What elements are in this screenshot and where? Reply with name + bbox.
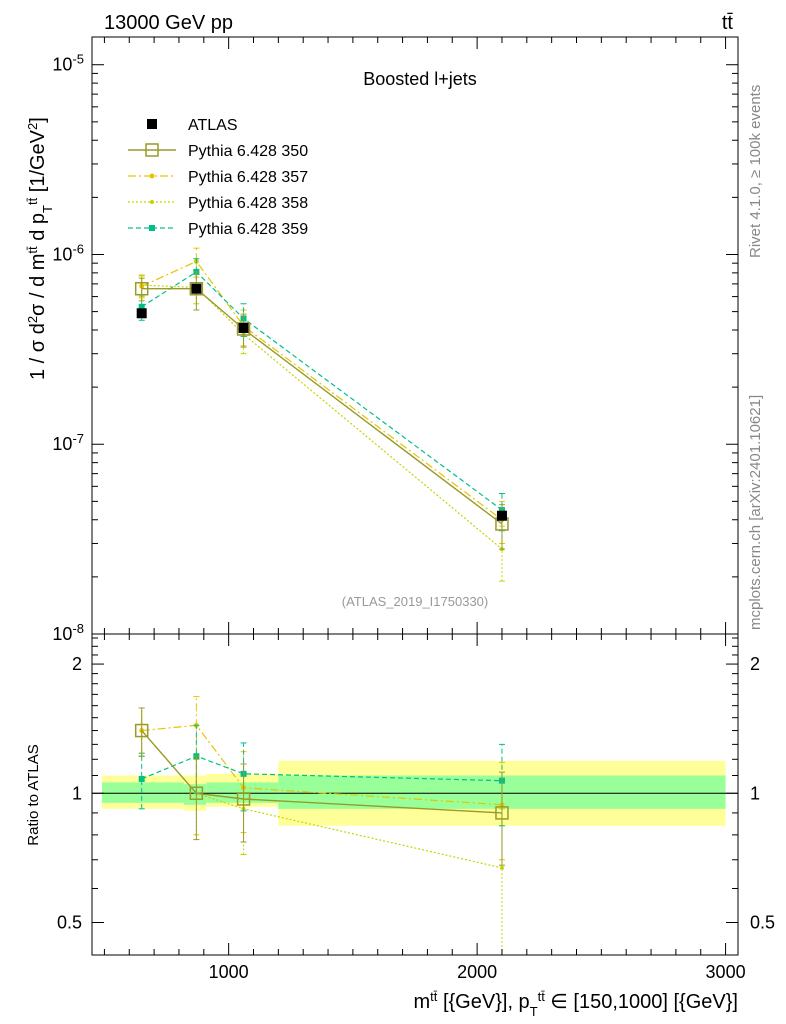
ratio-ylabel: Ratio to ATLAS xyxy=(25,744,42,845)
legend-label: Pythia 6.428 358 xyxy=(188,195,308,212)
analysis-id: (ATLAS_2019_I1750330) xyxy=(342,594,488,609)
legend-entry-pythia-6-428-358: Pythia 6.428 358 xyxy=(128,195,308,212)
ratio-ytick-label-left: 0.5 xyxy=(57,912,82,932)
main-point-pythia-6-428-359 xyxy=(138,303,145,310)
main-series-pythia-6-428-358 xyxy=(138,273,505,582)
legend-marker xyxy=(145,143,159,157)
main-panel: Boosted l+jets (ATLAS_2019_I1750330) 10-… xyxy=(25,36,739,645)
legend: ATLAS Pythia 6.428 350 Pythia 6.428 357 Pyt… xyxy=(128,117,308,238)
main-line-pythia-6-428-358 xyxy=(141,284,503,550)
main-line-pythia-6-428-350 xyxy=(141,288,503,525)
ratio-band-inner xyxy=(101,782,184,803)
main-line-pythia-6-428-357 xyxy=(141,260,503,521)
mcplots-label: mcplots.cern.ch [arXiv:2401.10621] xyxy=(747,395,764,630)
main-series-atlas xyxy=(136,283,507,521)
ratio-series-pythia-6-428-350 xyxy=(134,707,509,866)
header-process: tt̄ xyxy=(722,12,734,34)
main-ytick-label: 10-8 xyxy=(52,621,84,645)
header-energy: 13000 GeV pp xyxy=(104,12,233,34)
ratio-point-pythia-6-428-350 xyxy=(236,792,251,806)
legend-label: Pythia 6.428 357 xyxy=(188,169,308,186)
rivet-label: Rivet 4.1.0, ≥ 100k events xyxy=(747,85,764,258)
legend-label: ATLAS xyxy=(188,117,238,134)
x-axis-label: mtt̄ [{GeV}], pTtt̄ ∈ [150,1000] [{GeV}] xyxy=(413,989,738,1019)
ratio-panel: 0.5 0.5 1 1 2 2 1000 2000 3000 Ratio to ATLAS mt… xyxy=(25,633,775,1019)
ratio-ytick-label-left: 2 xyxy=(72,654,82,674)
ratio-ytick-label-right: 1 xyxy=(750,783,760,803)
main-ytick-label: 10-5 xyxy=(52,51,84,75)
ratio-series-pythia-6-428-358 xyxy=(138,707,505,956)
main-point-atlas xyxy=(238,322,249,333)
legend-marker xyxy=(149,173,155,179)
legend-marker xyxy=(150,200,154,204)
main-series-pythia-6-428-359 xyxy=(138,258,505,532)
legend-entry-atlas: ATLAS xyxy=(147,117,238,134)
main-point-atlas xyxy=(191,283,202,294)
ratio-xtick-label: 2000 xyxy=(457,962,497,982)
legend-entry-pythia-6-428-357: Pythia 6.428 357 xyxy=(128,169,308,186)
main-title: Boosted l+jets xyxy=(363,69,477,89)
ratio-point-pythia-6-428-358 xyxy=(499,865,504,870)
legend-entry-pythia-6-428-350: Pythia 6.428 350 xyxy=(128,143,308,160)
legend-entry-pythia-6-428-359: Pythia 6.428 359 xyxy=(128,221,308,238)
ratio-line-pythia-6-428-350 xyxy=(141,730,503,814)
ratio-xtick-label: 3000 xyxy=(706,962,746,982)
legend-marker xyxy=(149,225,155,231)
ratio-line-pythia-6-428-357 xyxy=(141,724,503,806)
ratio-ytick-label-right: 2 xyxy=(750,654,760,674)
main-ylabel: 1 / σ d2σ / d mtt̄ d pTtt̄ [1/GeV2] xyxy=(25,117,55,380)
main-line-pythia-6-428-359 xyxy=(141,271,503,511)
main-point-atlas xyxy=(136,308,147,319)
legend-marker xyxy=(147,119,157,129)
legend-label: Pythia 6.428 359 xyxy=(188,221,308,238)
main-ytick-label: 10-7 xyxy=(52,431,84,455)
ratio-frame xyxy=(91,633,739,956)
main-point-pythia-6-428-350 xyxy=(189,281,204,296)
main-point-atlas xyxy=(496,510,507,521)
ratio-xtick-label: 1000 xyxy=(209,962,249,982)
ratio-point-pythia-6-428-359 xyxy=(138,775,145,782)
ratio-point-pythia-6-428-350 xyxy=(495,806,509,820)
ratio-point-pythia-6-428-350 xyxy=(189,786,204,801)
legend-label: Pythia 6.428 350 xyxy=(188,143,308,160)
main-ytick-label: 10-6 xyxy=(52,241,84,265)
ratio-point-pythia-6-428-350 xyxy=(134,723,149,738)
main-point-pythia-6-428-350 xyxy=(134,281,149,296)
ratio-ytick-label-left: 1 xyxy=(72,783,82,803)
ratio-ytick-label-right: 0.5 xyxy=(750,912,775,932)
ratio-line-pythia-6-428-359 xyxy=(141,755,503,782)
